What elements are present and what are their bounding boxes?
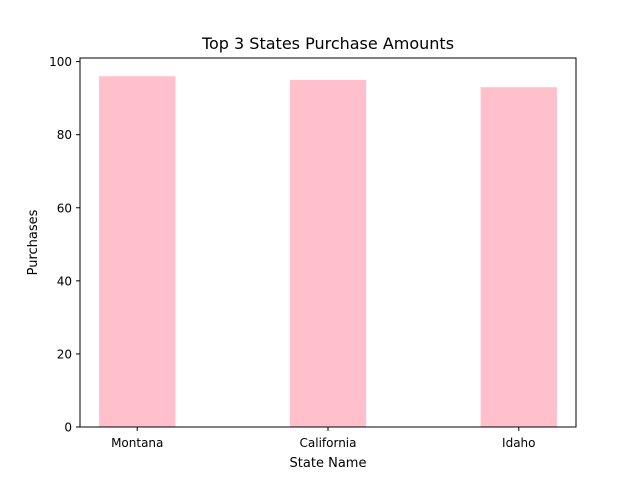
y-axis: 0 20 40 60 80 100 [49,55,80,435]
x-tick-label-montana: Montana [111,436,163,450]
y-axis-label: Purchases [26,209,41,275]
y-tick-label: 40 [57,274,72,288]
bar-montana [99,76,176,427]
y-tick-label: 0 [64,421,72,435]
x-axis: Montana California Idaho [111,427,536,450]
chart-title: Top 3 States Purchase Amounts [201,34,454,53]
x-tick-label-idaho: Idaho [502,436,535,450]
x-axis-label: State Name [290,456,367,471]
bar-california [289,79,367,428]
y-tick-label: 100 [49,55,72,69]
y-tick-label: 80 [57,128,72,142]
y-tick-label: 60 [57,201,72,215]
bars-layer [99,76,557,428]
x-tick-label-california: California [300,436,357,450]
y-tick-label: 20 [57,347,72,361]
plot-frame [79,57,577,428]
bar-idaho [480,87,557,428]
